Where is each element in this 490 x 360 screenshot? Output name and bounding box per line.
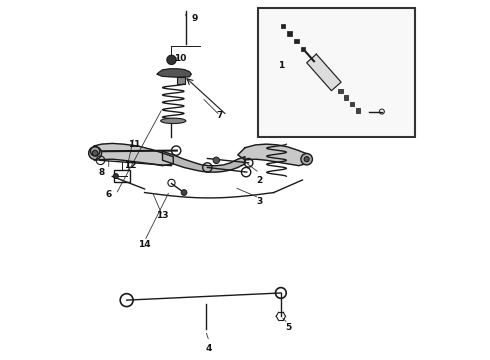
Bar [177, 77, 185, 84]
Ellipse shape [161, 118, 186, 123]
Text: 11: 11 [127, 140, 140, 149]
Circle shape [89, 147, 101, 159]
Bar [344, 95, 348, 100]
Text: 10: 10 [174, 54, 187, 63]
Bar [350, 102, 354, 106]
Text: 1: 1 [278, 61, 284, 70]
Bar [114, 170, 130, 182]
Polygon shape [93, 143, 173, 166]
Text: 3: 3 [256, 197, 263, 206]
Circle shape [304, 157, 309, 162]
Bar [280, 24, 285, 28]
Polygon shape [307, 54, 341, 91]
Text: 4: 4 [206, 344, 212, 353]
Circle shape [92, 150, 98, 156]
Text: 9: 9 [192, 14, 198, 23]
Circle shape [113, 174, 119, 179]
Polygon shape [163, 151, 245, 172]
Circle shape [301, 153, 313, 165]
Text: 13: 13 [156, 211, 169, 220]
Bar [338, 89, 343, 93]
Text: 5: 5 [285, 323, 291, 332]
Bar [356, 108, 360, 113]
Text: 14: 14 [138, 240, 151, 249]
Polygon shape [157, 69, 191, 77]
Bar [258, 8, 416, 137]
Text: 7: 7 [217, 111, 223, 120]
Circle shape [181, 190, 187, 195]
Text: 8: 8 [98, 168, 105, 177]
Circle shape [167, 55, 176, 64]
Bar [301, 47, 305, 51]
Circle shape [213, 157, 220, 163]
Text: 6: 6 [106, 190, 112, 199]
Bar [287, 31, 292, 36]
Bar [294, 39, 298, 44]
Polygon shape [238, 144, 310, 166]
Text: 2: 2 [256, 176, 263, 185]
Text: 12: 12 [124, 161, 137, 170]
